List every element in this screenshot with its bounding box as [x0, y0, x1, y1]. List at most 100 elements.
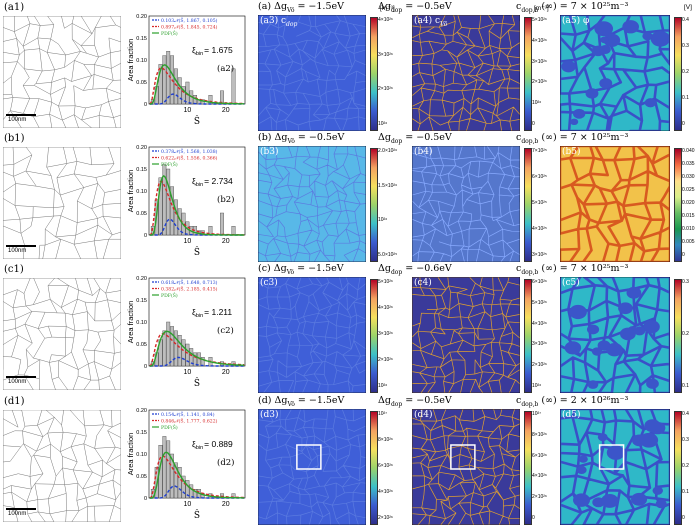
grain-interior: [587, 380, 599, 389]
panel-label: (c4): [414, 278, 432, 288]
colorbar-tick-label: 2×10²⁶: [532, 362, 547, 369]
colorbar: [674, 148, 682, 262]
histogram-bar: [220, 90, 224, 105]
grain-interior: [585, 88, 599, 99]
colorbar: [674, 411, 682, 525]
panel-label: (d2): [217, 457, 234, 468]
y-tick-label: 0.05: [136, 342, 147, 348]
histogram-chart: 0.20 0.15 0.10 0.05 0 10 20 Area fraction Ŝ 0.618…: [126, 276, 246, 389]
xi-bin-value: ξbin= 2.734: [192, 176, 233, 188]
xi-bin-value: ξbin= 1.675: [192, 45, 233, 57]
histogram-bar: [162, 330, 167, 367]
colorbar-tick-label: 0.040: [682, 148, 695, 154]
zoom-box: [598, 444, 625, 470]
y-tick-label: 0: [144, 233, 147, 239]
x-tick-label: 20: [222, 107, 230, 114]
y-tick-label: 0.20: [136, 145, 147, 151]
legend-entry: 0.897𝒩(Ŝ, 1.845, 0.724): [161, 22, 218, 30]
dopant-concentration-map: (d3) 10²⁷ 8×10²⁶ 6×10²⁶ 4×10²⁶ 2×10²⁶: [258, 409, 404, 526]
gaussian-curve-1: [149, 218, 245, 236]
grain-boundaries: [258, 277, 366, 393]
header-term: cdop,b (∞) = 7 × 10²⁵m⁻³: [516, 132, 629, 145]
grain-interior: [620, 327, 636, 341]
microstructure-panel: (b1) 100nm: [0, 133, 124, 263]
grain-interior: [631, 492, 648, 506]
colorbar-tick-label: 10²⁶: [378, 217, 388, 224]
colorbar-tick-label: 0.3: [682, 43, 689, 49]
colorbar-tick-label: 3×10²⁶: [532, 58, 547, 65]
colorbar-tick-label: 0.4: [682, 17, 689, 23]
colorbar: [524, 17, 532, 131]
colorbar-tick-label: 8×10²⁶: [532, 431, 547, 438]
histogram-bar: [189, 348, 194, 367]
grain-boundaries: [560, 146, 670, 262]
colorbar-tick-label: 10²⁶: [378, 121, 388, 127]
grain-interior: [626, 286, 642, 299]
colorbar-tick-label: 6×10²⁶: [378, 463, 393, 469]
x-tick-label: 10: [184, 238, 192, 245]
colorbar: [524, 279, 532, 393]
colorbar-tick-label: 0: [682, 515, 685, 521]
histogram-bar: [162, 436, 167, 499]
header-term: Δgdop = −0.5eV: [378, 132, 452, 145]
grain-network: [3, 410, 121, 522]
grain-interior: [646, 378, 659, 389]
colorbar-tick-label: 0: [682, 121, 685, 127]
colorbar-tick-label: 4×10²⁶: [378, 489, 393, 495]
potential-map: (d5) 0.4 0.3 0.2 0.1 0: [560, 409, 700, 526]
colorbar-tick-label: 3×10²⁶: [378, 51, 393, 58]
grain-interior: [643, 320, 660, 334]
grain-interior: [597, 433, 608, 442]
potential-map: (a5) φ 0.4 0.3 0.2 0.1 0 [V]: [560, 4, 700, 132]
histogram-bar: [185, 480, 190, 499]
grain-interior: [644, 98, 657, 108]
histogram-bar: [231, 68, 236, 105]
colorbar-unit: [m⁻³]: [380, 5, 395, 12]
y-tick-label: 0.15: [136, 430, 147, 436]
y-tick-label: 0.05: [136, 80, 147, 86]
potential-map: (c5) 0.3 0.2 0.1: [560, 277, 700, 394]
panel-label: (c3): [260, 278, 278, 288]
grain-interior: [578, 455, 588, 463]
header-term: cdop,b (∞) = 7 × 10²⁵m⁻³: [516, 263, 629, 276]
colorbar-tick-label: 0.2: [682, 331, 689, 337]
header-term: Δgdop = −0.5eV: [378, 1, 452, 14]
grain-network: [3, 278, 121, 390]
colorbar-tick-label: 0.3: [682, 437, 689, 443]
colorbar: [674, 279, 682, 393]
grain-interior: [606, 343, 623, 357]
histogram-bar: [185, 343, 190, 367]
colorbar-tick-label: 0.005: [682, 239, 695, 245]
grain-interior: [594, 21, 614, 37]
colorbar: [370, 279, 378, 393]
colorbar-tick-label: 0.2: [682, 69, 689, 75]
gaussian-curve-2: [149, 455, 245, 499]
colorbar-tick-label: 1.5×10²⁶: [378, 182, 398, 189]
histogram-bar: [173, 462, 178, 499]
histogram-bar: [193, 352, 198, 367]
vacancy-concentration-map: (a4) cVö 5×10²⁶ 4×10²⁶ 3×10²⁶ 2×10²⁶ 10²⁶ 0 [m⁻…: [412, 5, 558, 132]
colorbar-tick-label: 0: [532, 121, 535, 127]
microstructure-panel: (c1) 100nm: [0, 264, 124, 394]
legend-entry: PDF(Ŝ): [161, 160, 178, 168]
colorbar-tick-label: 3×10²⁶: [532, 341, 547, 348]
histogram-bar: [231, 225, 236, 236]
histogram-bar: [173, 330, 178, 367]
colorbar-tick-label: 2×10²⁶: [532, 494, 547, 501]
colorbar-tick-label: 4×10²⁶: [378, 305, 393, 311]
y-tick-label: 0.10: [136, 58, 147, 64]
histogram-panel: 0.20 0.15 0.10 0.05 0 10 20 Area fraction Ŝ 0.378…: [124, 133, 252, 263]
dopant-concentration-map: (c3) 5×10²⁶ 4×10²⁶ 3×10²⁶ 2×10²⁶ 10²⁶: [258, 277, 404, 394]
colorbar-tick-label: 0.035: [682, 161, 695, 167]
histogram-bar: [158, 177, 163, 236]
dopant-concentration-map: (b3) 2.0×10²⁶ 1.5×10²⁶ 10²⁶ 5.0×10²⁵: [258, 146, 404, 263]
colorbar-tick-label: 5×10²⁵: [532, 200, 547, 206]
scale-bar: [6, 376, 36, 378]
y-axis-label: Area fraction: [126, 39, 135, 82]
colorbar-tick-label: 10²⁶: [532, 383, 542, 389]
x-tick-label: 20: [222, 501, 230, 508]
row-header: (a) ΔgVö = −1.5eV Δgdop = −0.5eV cdop,b (∞) =…: [258, 1, 698, 15]
scale-bar-label: 100nm: [8, 117, 27, 123]
colorbar-tick-label: 6×10²⁶: [532, 279, 547, 285]
y-axis-label: Area fraction: [126, 301, 135, 344]
